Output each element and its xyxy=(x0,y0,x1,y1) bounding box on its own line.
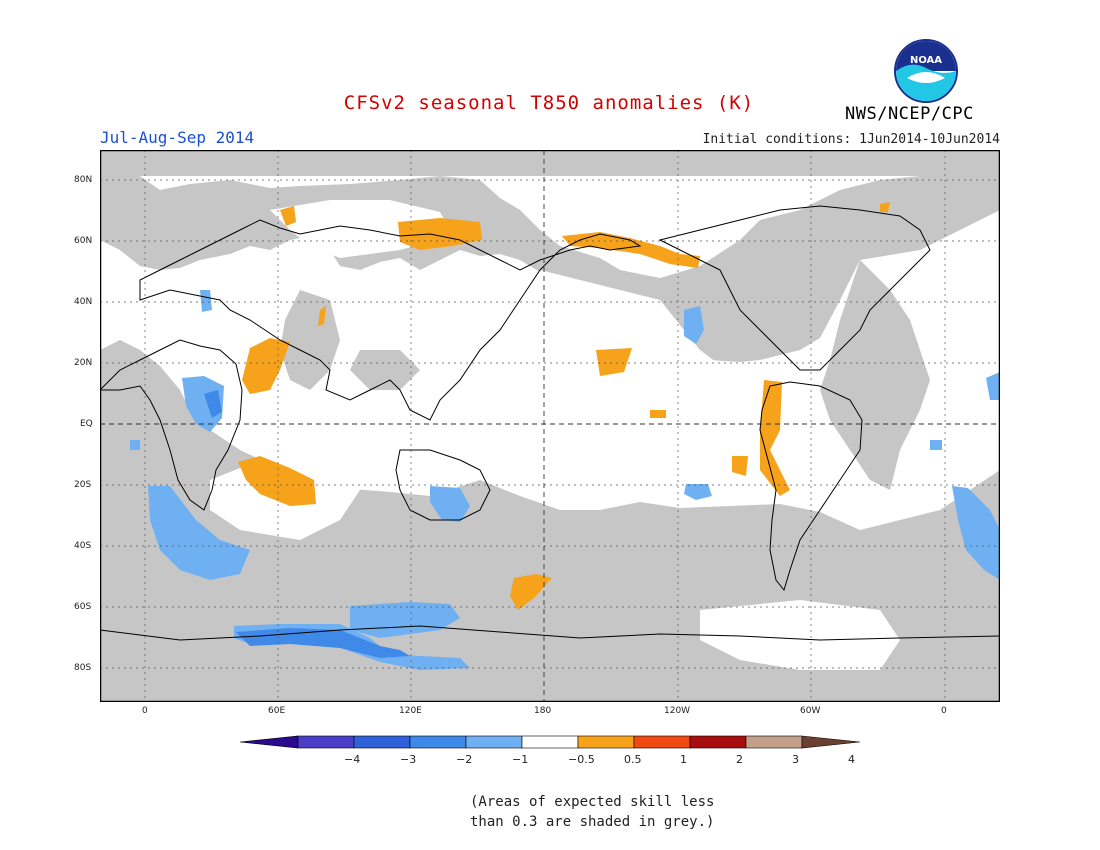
lat-label: 60S xyxy=(74,602,92,612)
colorbar-swatch xyxy=(409,735,467,749)
colorbar-swatch xyxy=(297,735,355,749)
colorbar-tick-label: −3 xyxy=(400,753,417,766)
strong-negative-shading xyxy=(204,390,410,658)
coastlines xyxy=(100,205,1000,641)
lat-label: EQ xyxy=(80,419,93,429)
colorbar-tick-label: 3 xyxy=(792,753,799,766)
lon-label: 60W xyxy=(800,706,821,716)
colorbar-tick-label: 2 xyxy=(736,753,743,766)
map-frame xyxy=(100,150,1000,702)
footnote-line: than 0.3 are shaded in grey.) xyxy=(470,814,715,830)
colorbar-swatch xyxy=(521,735,579,749)
lat-label: 80N xyxy=(74,175,93,185)
colorbar-tick-label: 1 xyxy=(680,753,687,766)
lon-label: 120W xyxy=(664,706,691,716)
colorbar-swatch xyxy=(577,735,635,749)
footnote: (Areas of expected skill less than 0.3 a… xyxy=(470,792,770,832)
lon-label: 120E xyxy=(399,706,422,716)
colorbar-tick-label: 4 xyxy=(848,753,855,766)
colorbar-tick-label: −0.5 xyxy=(568,753,595,766)
lat-label: 80S xyxy=(74,663,92,673)
positive-anomaly-shading xyxy=(238,202,890,610)
colorbar-tick-label: −4 xyxy=(344,753,361,766)
lat-label: 40S xyxy=(74,541,92,551)
color-legend xyxy=(239,735,861,749)
lon-label: 0 xyxy=(142,706,148,716)
lat-label: 20N xyxy=(74,358,93,368)
colorbar-swatch xyxy=(745,735,803,749)
colorbar-tick-label: 0.5 xyxy=(624,753,642,766)
lon-label: 0 xyxy=(941,706,947,716)
colorbar-tick-label: −2 xyxy=(456,753,473,766)
colorbar-swatch xyxy=(689,735,747,749)
equator-dateline xyxy=(100,150,1000,702)
colorbar-swatch xyxy=(353,735,411,749)
map-title: CFSv2 seasonal T850 anomalies (K) xyxy=(343,92,755,114)
colorbar-arrow-low xyxy=(239,735,299,749)
colorbar-swatch xyxy=(465,735,523,749)
colorbar-arrow-high xyxy=(801,735,861,749)
forecast-period: Jul-Aug-Sep 2014 xyxy=(100,128,255,147)
anomaly-map xyxy=(100,150,1000,702)
lat-label: 40N xyxy=(74,297,93,307)
lat-label: 60N xyxy=(74,236,93,246)
graticule xyxy=(100,150,1000,702)
lat-label: 20S xyxy=(74,480,92,490)
noaa-logo-text: NOAA xyxy=(910,55,942,66)
colorbar-swatch xyxy=(633,735,691,749)
lon-label: 60E xyxy=(268,706,286,716)
agency-label: NWS/NCEP/CPC xyxy=(845,104,974,124)
noaa-logo: NOAA xyxy=(894,39,958,103)
initial-conditions: Initial conditions: 1Jun2014-10Jun2014 xyxy=(702,132,1000,147)
lon-label: 180 xyxy=(534,706,552,716)
footnote-line: (Areas of expected skill less xyxy=(470,794,715,810)
colorbar-tick-label: −1 xyxy=(512,753,529,766)
